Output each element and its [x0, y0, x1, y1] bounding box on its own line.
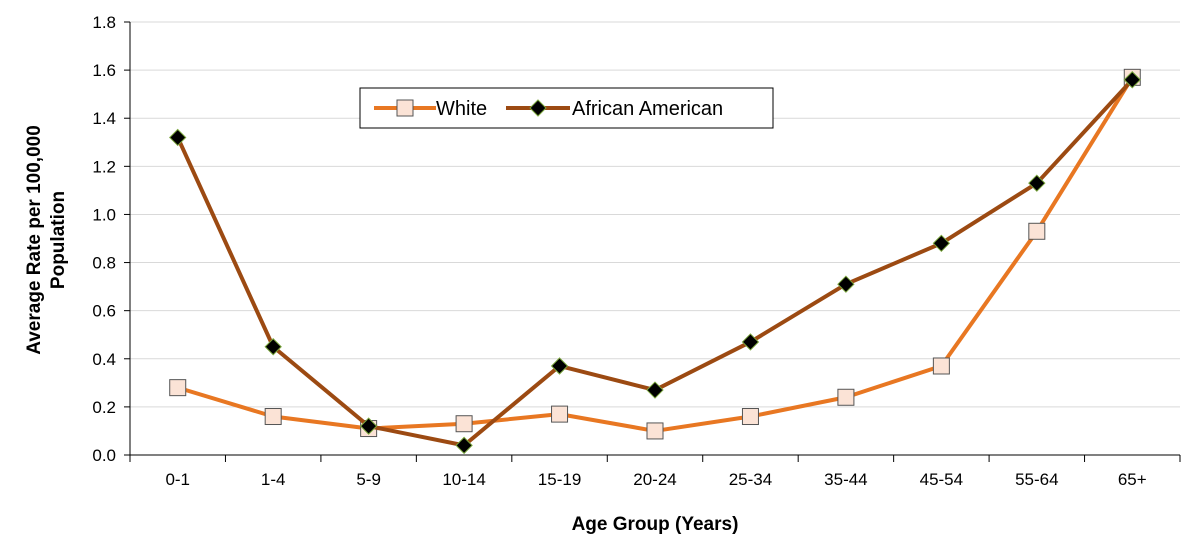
series-line [177, 76, 1134, 433]
gridlines [130, 21, 1180, 408]
y-tick-label: 1.8 [92, 13, 116, 32]
data-point [837, 388, 855, 406]
x-tick-label: 1-4 [261, 470, 286, 489]
data-point [551, 405, 569, 423]
y-axis-title-line-1: Average Rate per 100,000 [24, 125, 45, 355]
y-tick-label: 0.4 [92, 350, 116, 369]
y-tick-label: 0.2 [92, 398, 116, 417]
x-tick-label: 15-19 [538, 470, 581, 489]
x-tick-label: 55-64 [1015, 470, 1058, 489]
data-point [550, 357, 569, 375]
y-axis-title: Average Rate per 100,000 Population [24, 125, 69, 355]
x-tick-label: 25-34 [729, 470, 772, 489]
x-axis-title: Age Group (Years) [572, 514, 739, 535]
x-tick-label: 45-54 [920, 470, 963, 489]
data-point [455, 415, 473, 433]
data-point [932, 234, 951, 253]
legend-label-african-american: African American [572, 98, 723, 120]
y-tick-label: 0.8 [92, 254, 116, 273]
y-tick-label: 1.0 [92, 205, 116, 224]
data-point [455, 436, 473, 455]
x-tick-label: 35-44 [824, 470, 867, 489]
y-axis-title-line-2: Population [48, 191, 69, 289]
data-point [1028, 174, 1046, 192]
axes [129, 22, 1180, 456]
data-point [169, 379, 187, 397]
y-tick-label: 0.0 [92, 446, 116, 465]
data-point [264, 338, 282, 356]
y-tick-label: 1.4 [92, 109, 116, 128]
data-point [359, 417, 378, 435]
legend: White African American [359, 87, 774, 129]
series-group [169, 68, 1141, 455]
series-african-american [169, 71, 1141, 455]
data-point [1028, 222, 1046, 240]
data-point [741, 333, 760, 351]
data-point [932, 357, 950, 375]
x-tick-label: 20-24 [633, 470, 676, 489]
y-tick-label: 1.6 [92, 61, 116, 80]
x-tick-label: 10-14 [442, 470, 485, 489]
y-tick-label: 1.2 [92, 157, 116, 176]
x-tick-label: 65+ [1118, 470, 1147, 489]
x-axis-ticks: 0-1 1-4 5-9 10-14 15-19 20-24 25-34 35-44 45-54 5… [129, 455, 1181, 489]
data-point [646, 422, 664, 440]
x-tick-label: 0-1 [165, 470, 190, 489]
data-point [646, 381, 664, 399]
legend-marker-african-american [529, 99, 547, 117]
x-tick-label: 5-9 [356, 470, 381, 489]
data-point [1123, 71, 1141, 89]
y-axis-ticks: 0.0 0.2 0.4 0.6 0.8 1.0 1.2 1.4 1.6 1.8 [92, 13, 130, 465]
y-tick-label: 0.6 [92, 302, 116, 321]
data-point [741, 408, 759, 426]
legend-label-white: White [436, 98, 487, 120]
legend-marker-white [396, 99, 414, 117]
data-point [264, 408, 282, 426]
data-point [837, 275, 855, 293]
data-point [169, 128, 187, 147]
